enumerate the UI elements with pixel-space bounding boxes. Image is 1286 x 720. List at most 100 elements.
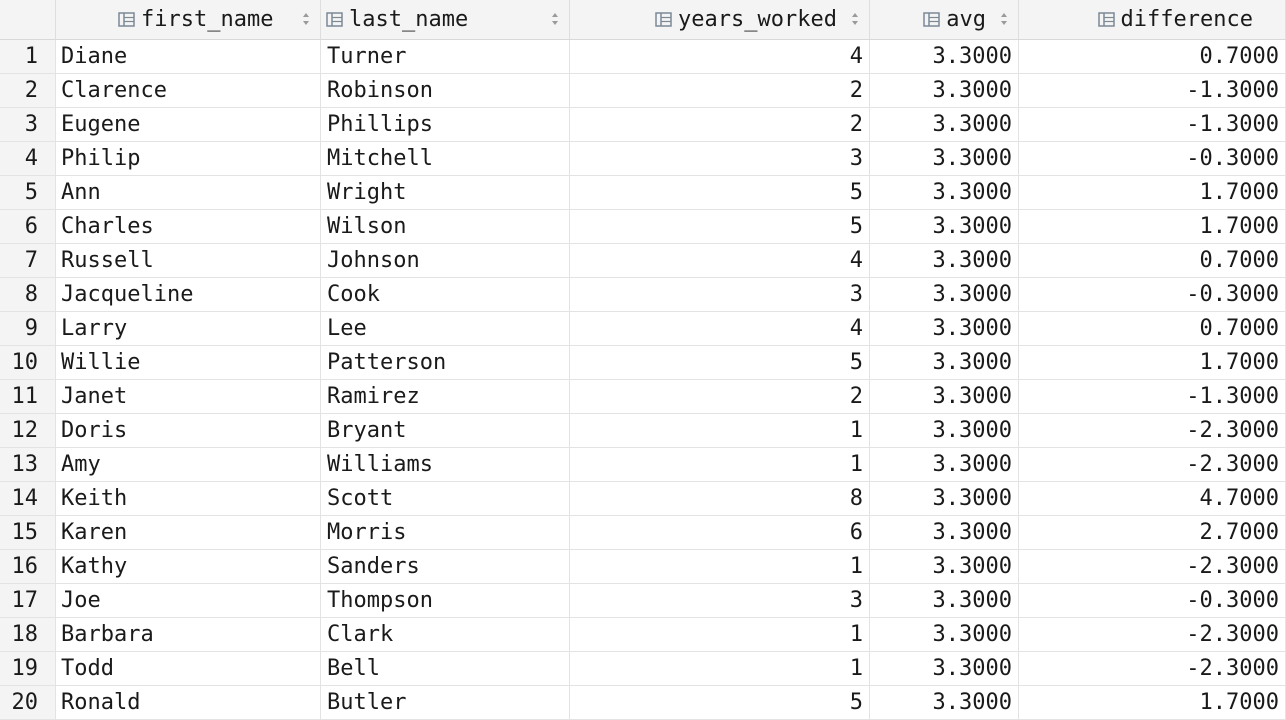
cell-last-name[interactable]: Wright bbox=[321, 176, 570, 209]
cell-years-worked[interactable]: 3 bbox=[570, 142, 870, 175]
cell-first-name[interactable]: Larry bbox=[56, 312, 321, 345]
row-number[interactable]: 12 bbox=[0, 414, 56, 447]
table-row[interactable]: 20 Ronald Butler 5 3.3000 1.7000 bbox=[0, 686, 1286, 720]
cell-difference[interactable]: -1.3000 bbox=[1019, 108, 1286, 141]
cell-difference[interactable]: 2.7000 bbox=[1019, 516, 1286, 549]
cell-difference[interactable]: 4.7000 bbox=[1019, 482, 1286, 515]
row-number[interactable]: 6 bbox=[0, 210, 56, 243]
column-header-first-name[interactable]: first_name bbox=[56, 0, 321, 39]
table-row[interactable]: 13 Amy Williams 1 3.3000 -2.3000 bbox=[0, 448, 1286, 482]
cell-years-worked[interactable]: 4 bbox=[570, 244, 870, 277]
cell-first-name[interactable]: Barbara bbox=[56, 618, 321, 651]
cell-avg[interactable]: 3.3000 bbox=[870, 244, 1019, 277]
cell-last-name[interactable]: Patterson bbox=[321, 346, 570, 379]
cell-first-name[interactable]: Willie bbox=[56, 346, 321, 379]
cell-last-name[interactable]: Lee bbox=[321, 312, 570, 345]
row-number-header[interactable] bbox=[0, 0, 56, 39]
cell-last-name[interactable]: Clark bbox=[321, 618, 570, 651]
cell-years-worked[interactable]: 1 bbox=[570, 414, 870, 447]
cell-last-name[interactable]: Thompson bbox=[321, 584, 570, 617]
cell-last-name[interactable]: Johnson bbox=[321, 244, 570, 277]
table-row[interactable]: 7 Russell Johnson 4 3.3000 0.7000 bbox=[0, 244, 1286, 278]
table-row[interactable]: 19 Todd Bell 1 3.3000 -2.3000 bbox=[0, 652, 1286, 686]
cell-avg[interactable]: 3.3000 bbox=[870, 40, 1019, 73]
cell-first-name[interactable]: Ronald bbox=[56, 686, 321, 719]
column-header-avg[interactable]: avg bbox=[870, 0, 1019, 39]
table-row[interactable]: 17 Joe Thompson 3 3.3000 -0.3000 bbox=[0, 584, 1286, 618]
cell-years-worked[interactable]: 3 bbox=[570, 278, 870, 311]
cell-first-name[interactable]: Doris bbox=[56, 414, 321, 447]
cell-avg[interactable]: 3.3000 bbox=[870, 584, 1019, 617]
cell-difference[interactable]: -1.3000 bbox=[1019, 74, 1286, 107]
cell-years-worked[interactable]: 5 bbox=[570, 686, 870, 719]
cell-first-name[interactable]: Janet bbox=[56, 380, 321, 413]
cell-last-name[interactable]: Phillips bbox=[321, 108, 570, 141]
cell-avg[interactable]: 3.3000 bbox=[870, 686, 1019, 719]
cell-first-name[interactable]: Philip bbox=[56, 142, 321, 175]
row-number[interactable]: 4 bbox=[0, 142, 56, 175]
cell-years-worked[interactable]: 3 bbox=[570, 584, 870, 617]
cell-last-name[interactable]: Ramirez bbox=[321, 380, 570, 413]
cell-last-name[interactable]: Turner bbox=[321, 40, 570, 73]
cell-years-worked[interactable]: 8 bbox=[570, 482, 870, 515]
cell-avg[interactable]: 3.3000 bbox=[870, 142, 1019, 175]
row-number[interactable]: 2 bbox=[0, 74, 56, 107]
cell-years-worked[interactable]: 4 bbox=[570, 40, 870, 73]
table-row[interactable]: 16 Kathy Sanders 1 3.3000 -2.3000 bbox=[0, 550, 1286, 584]
cell-first-name[interactable]: Charles bbox=[56, 210, 321, 243]
row-number[interactable]: 15 bbox=[0, 516, 56, 549]
table-row[interactable]: 10 Willie Patterson 5 3.3000 1.7000 bbox=[0, 346, 1286, 380]
cell-difference[interactable]: -2.3000 bbox=[1019, 550, 1286, 583]
row-number[interactable]: 18 bbox=[0, 618, 56, 651]
sort-icon[interactable] bbox=[302, 11, 310, 27]
row-number[interactable]: 20 bbox=[0, 686, 56, 719]
table-row[interactable]: 12 Doris Bryant 1 3.3000 -2.3000 bbox=[0, 414, 1286, 448]
table-row[interactable]: 9 Larry Lee 4 3.3000 0.7000 bbox=[0, 312, 1286, 346]
cell-difference[interactable]: -1.3000 bbox=[1019, 380, 1286, 413]
table-row[interactable]: 18 Barbara Clark 1 3.3000 -2.3000 bbox=[0, 618, 1286, 652]
row-number[interactable]: 5 bbox=[0, 176, 56, 209]
cell-avg[interactable]: 3.3000 bbox=[870, 380, 1019, 413]
cell-avg[interactable]: 3.3000 bbox=[870, 448, 1019, 481]
cell-years-worked[interactable]: 5 bbox=[570, 346, 870, 379]
sort-icon[interactable] bbox=[551, 11, 559, 27]
cell-avg[interactable]: 3.3000 bbox=[870, 482, 1019, 515]
cell-avg[interactable]: 3.3000 bbox=[870, 652, 1019, 685]
table-row[interactable]: 14 Keith Scott 8 3.3000 4.7000 bbox=[0, 482, 1286, 516]
cell-last-name[interactable]: Scott bbox=[321, 482, 570, 515]
row-number[interactable]: 1 bbox=[0, 40, 56, 73]
cell-first-name[interactable]: Keith bbox=[56, 482, 321, 515]
column-header-difference[interactable]: difference bbox=[1019, 0, 1286, 39]
table-row[interactable]: 3 Eugene Phillips 2 3.3000 -1.3000 bbox=[0, 108, 1286, 142]
cell-difference[interactable]: -0.3000 bbox=[1019, 278, 1286, 311]
cell-difference[interactable]: -2.3000 bbox=[1019, 618, 1286, 651]
cell-last-name[interactable]: Sanders bbox=[321, 550, 570, 583]
cell-first-name[interactable]: Todd bbox=[56, 652, 321, 685]
cell-avg[interactable]: 3.3000 bbox=[870, 278, 1019, 311]
cell-last-name[interactable]: Mitchell bbox=[321, 142, 570, 175]
cell-last-name[interactable]: Cook bbox=[321, 278, 570, 311]
cell-difference[interactable]: 1.7000 bbox=[1019, 176, 1286, 209]
cell-avg[interactable]: 3.3000 bbox=[870, 414, 1019, 447]
row-number[interactable]: 7 bbox=[0, 244, 56, 277]
cell-years-worked[interactable]: 2 bbox=[570, 380, 870, 413]
column-header-last-name[interactable]: last_name bbox=[321, 0, 570, 39]
row-number[interactable]: 14 bbox=[0, 482, 56, 515]
cell-first-name[interactable]: Diane bbox=[56, 40, 321, 73]
cell-last-name[interactable]: Wilson bbox=[321, 210, 570, 243]
sort-icon[interactable] bbox=[851, 11, 859, 27]
cell-last-name[interactable]: Bryant bbox=[321, 414, 570, 447]
cell-difference[interactable]: -2.3000 bbox=[1019, 448, 1286, 481]
cell-first-name[interactable]: Russell bbox=[56, 244, 321, 277]
cell-difference[interactable]: -2.3000 bbox=[1019, 414, 1286, 447]
sort-icon[interactable] bbox=[1000, 11, 1008, 27]
cell-first-name[interactable]: Kathy bbox=[56, 550, 321, 583]
row-number[interactable]: 11 bbox=[0, 380, 56, 413]
table-row[interactable]: 11 Janet Ramirez 2 3.3000 -1.3000 bbox=[0, 380, 1286, 414]
cell-difference[interactable]: 1.7000 bbox=[1019, 210, 1286, 243]
table-row[interactable]: 15 Karen Morris 6 3.3000 2.7000 bbox=[0, 516, 1286, 550]
cell-years-worked[interactable]: 2 bbox=[570, 74, 870, 107]
cell-first-name[interactable]: Clarence bbox=[56, 74, 321, 107]
cell-last-name[interactable]: Bell bbox=[321, 652, 570, 685]
row-number[interactable]: 8 bbox=[0, 278, 56, 311]
